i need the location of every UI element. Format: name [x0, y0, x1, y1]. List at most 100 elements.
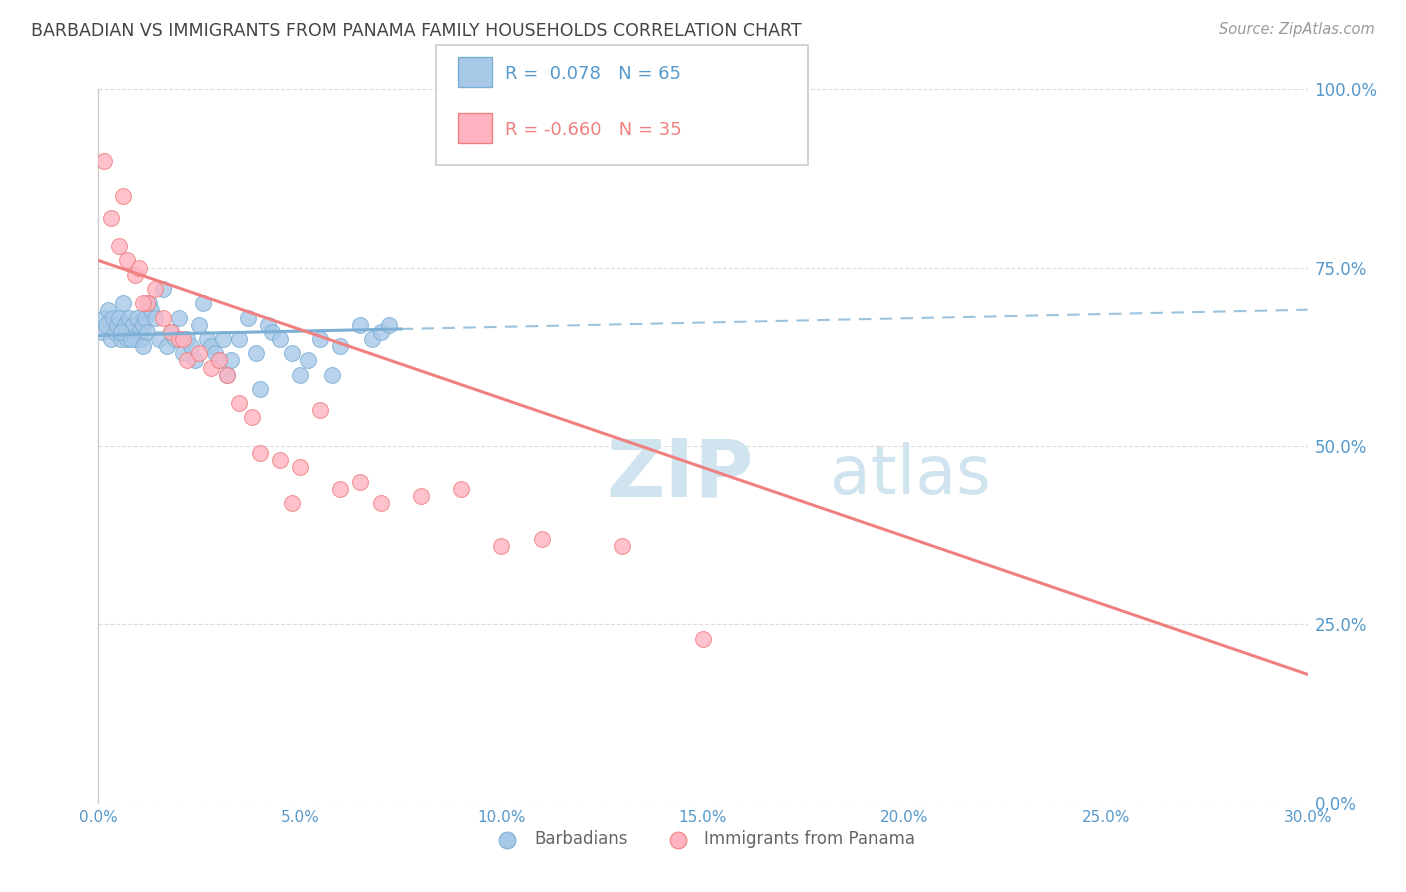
Point [91, 325, 114, 339]
Point [349, 318, 371, 332]
Point [240, 410, 263, 425]
Point [361, 332, 384, 346]
Point [217, 368, 239, 382]
Point [129, 332, 152, 346]
Point [97, 303, 120, 318]
Point [172, 346, 194, 360]
Point [124, 332, 146, 346]
Point [370, 325, 392, 339]
Point [93, 310, 115, 325]
Point [160, 325, 183, 339]
Point [167, 310, 190, 325]
Point [612, 539, 634, 553]
Point [208, 353, 231, 368]
Point [256, 318, 278, 332]
Point [110, 332, 132, 346]
Point [152, 310, 174, 325]
Legend: Barbadians, Immigrants from Panama: Barbadians, Immigrants from Panama [484, 824, 922, 855]
Point [107, 310, 129, 325]
Point [124, 268, 146, 282]
Point [111, 296, 134, 310]
Point [184, 353, 207, 368]
Point [208, 353, 231, 368]
Point [269, 332, 291, 346]
Point [228, 396, 250, 410]
Point [138, 296, 160, 310]
Point [167, 332, 190, 346]
Point [491, 539, 513, 553]
Point [228, 332, 250, 346]
Point [120, 325, 142, 339]
Point [193, 296, 215, 310]
Point [377, 318, 399, 332]
Point [309, 403, 332, 417]
Point [176, 332, 198, 346]
Point [148, 332, 170, 346]
Point [120, 332, 142, 346]
Point [692, 632, 714, 646]
Point [329, 339, 352, 353]
Point [249, 446, 271, 460]
Point [163, 332, 186, 346]
Point [152, 282, 174, 296]
Text: Source: ZipAtlas.com: Source: ZipAtlas.com [1219, 22, 1375, 37]
Text: BARBADIAN VS IMMIGRANTS FROM PANAMA FAMILY HOUSEHOLDS CORRELATION CHART: BARBADIAN VS IMMIGRANTS FROM PANAMA FAMI… [31, 22, 801, 40]
Point [160, 325, 183, 339]
Point [135, 325, 157, 339]
Point [221, 353, 243, 368]
Point [118, 310, 141, 325]
Point [132, 339, 155, 353]
Point [110, 325, 132, 339]
Point [128, 260, 150, 275]
Point [172, 332, 194, 346]
Point [281, 346, 304, 360]
Text: atlas: atlas [830, 442, 991, 508]
Point [269, 453, 291, 467]
Point [107, 239, 129, 253]
Point [530, 532, 553, 546]
Point [114, 318, 136, 332]
Point [309, 332, 332, 346]
Point [103, 325, 125, 339]
Point [176, 353, 198, 368]
Point [128, 325, 150, 339]
Point [245, 346, 267, 360]
Point [200, 360, 222, 375]
Point [132, 318, 155, 332]
Point [111, 189, 134, 203]
Point [188, 318, 211, 332]
Point [204, 346, 226, 360]
Point [115, 332, 138, 346]
Point [329, 482, 352, 496]
Point [281, 496, 304, 510]
Point [236, 310, 259, 325]
Point [121, 318, 143, 332]
Point [100, 211, 122, 225]
Point [139, 303, 162, 318]
Point [156, 339, 179, 353]
Point [349, 475, 371, 489]
Point [101, 310, 124, 325]
Point [249, 382, 271, 396]
Point [288, 368, 311, 382]
Point [105, 318, 128, 332]
Point [217, 368, 239, 382]
Point [188, 346, 211, 360]
Point [180, 339, 202, 353]
Point [409, 489, 432, 503]
Point [135, 296, 157, 310]
Point [260, 325, 283, 339]
Point [125, 310, 148, 325]
Point [195, 332, 218, 346]
Point [288, 460, 311, 475]
Point [96, 318, 118, 332]
Point [321, 368, 343, 382]
Point [143, 310, 166, 325]
Point [134, 310, 156, 325]
Text: R =  0.078   N = 65: R = 0.078 N = 65 [505, 65, 681, 83]
Point [370, 496, 392, 510]
Point [115, 253, 138, 268]
Point [100, 332, 122, 346]
Text: ZIP: ZIP [606, 435, 754, 514]
Point [212, 332, 235, 346]
